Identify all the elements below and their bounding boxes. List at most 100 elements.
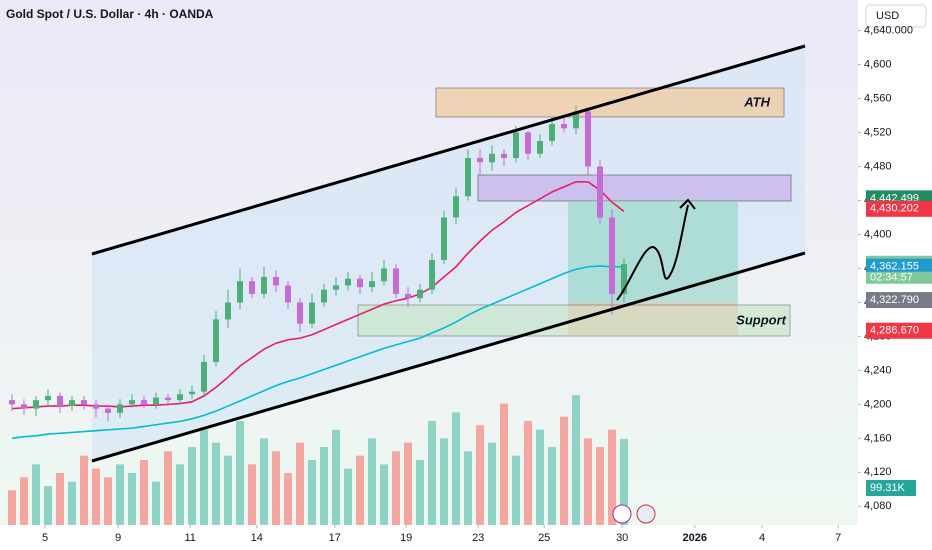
candle-body [273, 276, 279, 286]
candle-body [261, 276, 267, 294]
volume-bar [320, 447, 328, 525]
volume-bar [356, 455, 364, 525]
x-tick-label: 19 [400, 532, 412, 544]
volume-bar [224, 455, 232, 525]
price-label-box [866, 292, 932, 309]
x-tick-label: 30 [616, 532, 628, 544]
candle-body [525, 132, 531, 154]
volume-bar [44, 486, 52, 525]
volume-bar [92, 468, 100, 525]
y-tick-label: 4,080 [864, 500, 892, 512]
candle-body [573, 111, 579, 129]
volume-bar [416, 460, 424, 525]
volume-bar [392, 451, 400, 525]
x-tick-label: 5 [42, 532, 48, 544]
volume-bar [80, 455, 88, 525]
volume-bar [260, 438, 268, 525]
candle-body [81, 400, 87, 405]
volume-bar [548, 447, 556, 525]
candle-body [441, 217, 447, 260]
candle-body [405, 293, 411, 299]
volume-bar [440, 438, 448, 525]
y-tick-label: 4,480 [864, 160, 892, 172]
candle-body [141, 400, 147, 405]
volume-bar [272, 451, 280, 525]
y-tick-label: 4,560 [864, 92, 892, 104]
volume-bar [584, 438, 592, 525]
candle-body [285, 285, 291, 303]
candle-body [105, 408, 111, 413]
x-tick-label: 14 [251, 532, 263, 544]
projection-arrow [616, 204, 689, 301]
x-tick-label: 17 [329, 532, 341, 544]
candle-body [345, 278, 351, 286]
x-tick-label: 25 [538, 532, 550, 544]
chart-title: Gold Spot / U.S. Dollar · 4h · OANDA [6, 7, 214, 21]
price-label: 4,430.202 [870, 203, 919, 215]
candle-body [189, 391, 195, 395]
moving-average [11, 265, 624, 440]
volume-bar [200, 429, 208, 525]
volume-bar [56, 473, 64, 525]
price-label: 4,322.790 [870, 294, 919, 306]
candle-body [417, 289, 423, 299]
candle-body [561, 124, 567, 129]
candle-body [597, 166, 603, 218]
candle-body [309, 302, 315, 324]
candle-body [9, 400, 15, 405]
volume-bar [116, 464, 124, 525]
channel-top [91, 44, 806, 256]
volume-bar [284, 473, 292, 525]
volume-bar [464, 451, 472, 525]
volume-bar [380, 464, 388, 525]
y-tick-label: 4,600 [864, 58, 892, 70]
y-tick-label: 4,640.000 [864, 24, 913, 36]
y-tick-label: 4,520 [864, 126, 892, 138]
volume-bar [608, 429, 616, 525]
candle-body [45, 395, 51, 401]
candle-body [321, 289, 327, 303]
flag-icon[interactable] [636, 504, 656, 524]
volume-bar [152, 481, 160, 525]
y-tick-label: 4,160 [864, 432, 892, 444]
volume-bar [308, 460, 316, 525]
candle-body [429, 259, 435, 290]
resistance-zone [477, 174, 792, 202]
currency-label: USD [876, 10, 899, 22]
countdown-box [866, 271, 932, 284]
x-tick-label: 11 [184, 532, 195, 544]
channel-fill [92, 46, 805, 461]
volume-bar [164, 451, 172, 525]
volume-bar [512, 455, 520, 525]
x-tick-label: 23 [472, 532, 484, 544]
volume-bar [596, 447, 604, 525]
candle-body [585, 111, 591, 167]
price-label-box [866, 322, 932, 339]
volume-label-box [866, 480, 916, 496]
candle-body [489, 153, 495, 163]
candle-body [129, 400, 135, 405]
candle-body [33, 400, 39, 409]
x-tick-label: 4 [759, 532, 765, 544]
volume-bar [500, 403, 508, 525]
volume-bar [620, 438, 628, 525]
volume-bar [188, 447, 196, 525]
candle-body [513, 132, 519, 159]
candle-body [333, 285, 339, 290]
volume-bar [368, 438, 376, 525]
candle-body [237, 281, 243, 303]
candle-body [69, 400, 75, 407]
volume-bar [248, 464, 256, 525]
currency-button[interactable] [865, 4, 927, 28]
arrow-head [679, 198, 696, 210]
candle-body [213, 319, 219, 362]
candle-body [201, 361, 207, 392]
volume-bar [128, 473, 136, 525]
y-tick-label: 4,200 [864, 398, 892, 410]
support-label: Support [736, 312, 786, 327]
candle-body [117, 404, 123, 413]
candle-body [477, 158, 483, 163]
price-label-box [866, 200, 932, 217]
event-icon[interactable] [612, 504, 632, 524]
candle-body [453, 196, 459, 218]
